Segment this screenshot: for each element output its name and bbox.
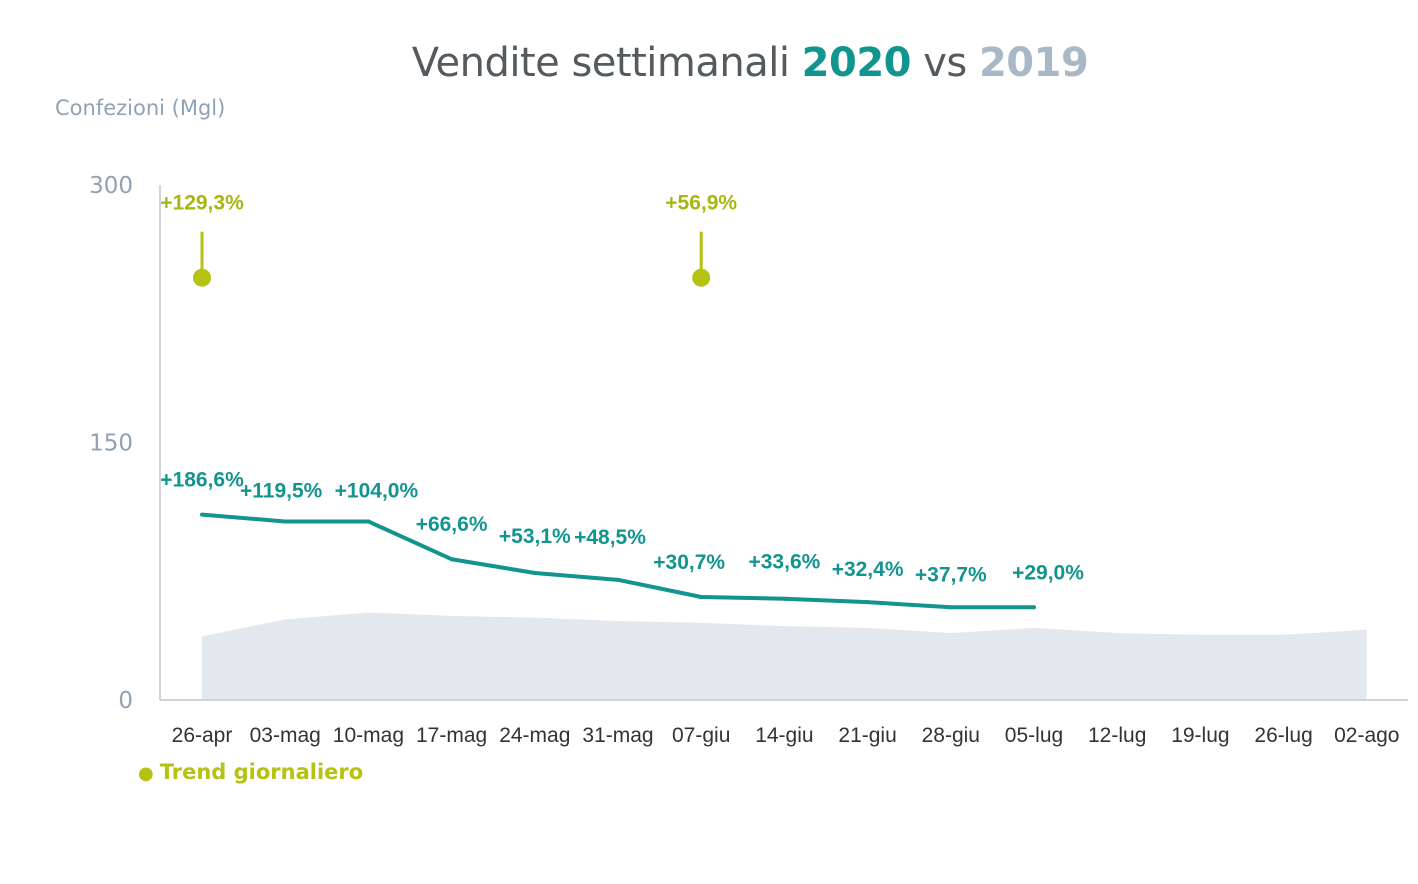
x-tick-label: 24-mag (499, 724, 570, 747)
title-middle: vs (911, 40, 979, 86)
x-tick-label: 28-giu (922, 724, 980, 747)
series-2020-point (366, 519, 371, 524)
x-tick-label: 05-lug (1005, 724, 1063, 747)
series-2020-point (948, 605, 953, 610)
x-tick-label: 10-mag (333, 724, 404, 747)
y-tick-label: 0 (118, 688, 133, 714)
x-tick-label: 02-ago (1334, 724, 1399, 747)
data-label: +186,6% (160, 469, 244, 492)
y-axis-label: Confezioni (Mgl) (55, 96, 226, 120)
x-tick-label: 07-giu (672, 724, 730, 747)
x-tick-label: 26-lug (1254, 724, 1312, 747)
series-2020-point (200, 512, 204, 517)
title-prefix: Vendite settimanali (411, 40, 802, 86)
series-2020-point (616, 577, 620, 582)
data-label: +33,6% (748, 551, 820, 574)
title-year-2020: 2020 (801, 40, 912, 86)
x-tick-label: 26-apr (172, 724, 233, 747)
x-tick-label: 19-lug (1171, 724, 1229, 747)
trend-label: +56,9% (665, 192, 737, 215)
legend-label: Trend giornaliero (159, 760, 364, 784)
data-label: +48,5% (574, 526, 646, 549)
x-tick-label: 03-mag (250, 724, 321, 747)
series-2020-point (283, 519, 288, 524)
x-tick-label: 14-giu (755, 724, 813, 747)
series-2020-point (1032, 605, 1036, 610)
series-2020-point (699, 595, 704, 599)
data-label: +29,0% (1012, 561, 1084, 584)
x-tick-label: 21-giu (838, 724, 896, 747)
series-2020-point (532, 570, 537, 575)
series-2020-point (449, 557, 454, 562)
legend-dot-icon: ● (138, 763, 154, 784)
title-year-2019: 2019 (978, 40, 1089, 86)
x-tick-label: 17-mag (416, 724, 487, 747)
data-label: +37,7% (915, 563, 987, 586)
y-tick-label: 300 (89, 173, 133, 199)
data-label: +53,1% (499, 525, 571, 548)
series-2020-point (865, 600, 870, 605)
data-label: +66,6% (416, 513, 488, 536)
trend-label: +129,3% (160, 192, 244, 215)
chart-title: Vendite settimanali 2020 vs 2019 (0, 40, 1418, 86)
data-label: +30,7% (653, 551, 725, 574)
x-tick-label: 12-lug (1088, 724, 1146, 747)
trend-marker-dot (692, 268, 711, 287)
data-label: +119,5% (240, 479, 323, 502)
data-label: +104,0% (335, 479, 419, 502)
y-tick-label: 150 (89, 431, 133, 457)
trend-marker-dot (193, 268, 211, 287)
legend: ● Trend giornaliero (138, 760, 363, 784)
series-2019-area (202, 612, 1367, 700)
x-tick-label: 31-mag (582, 724, 653, 747)
series-2020-point (782, 596, 787, 601)
data-label: +32,4% (832, 558, 904, 581)
